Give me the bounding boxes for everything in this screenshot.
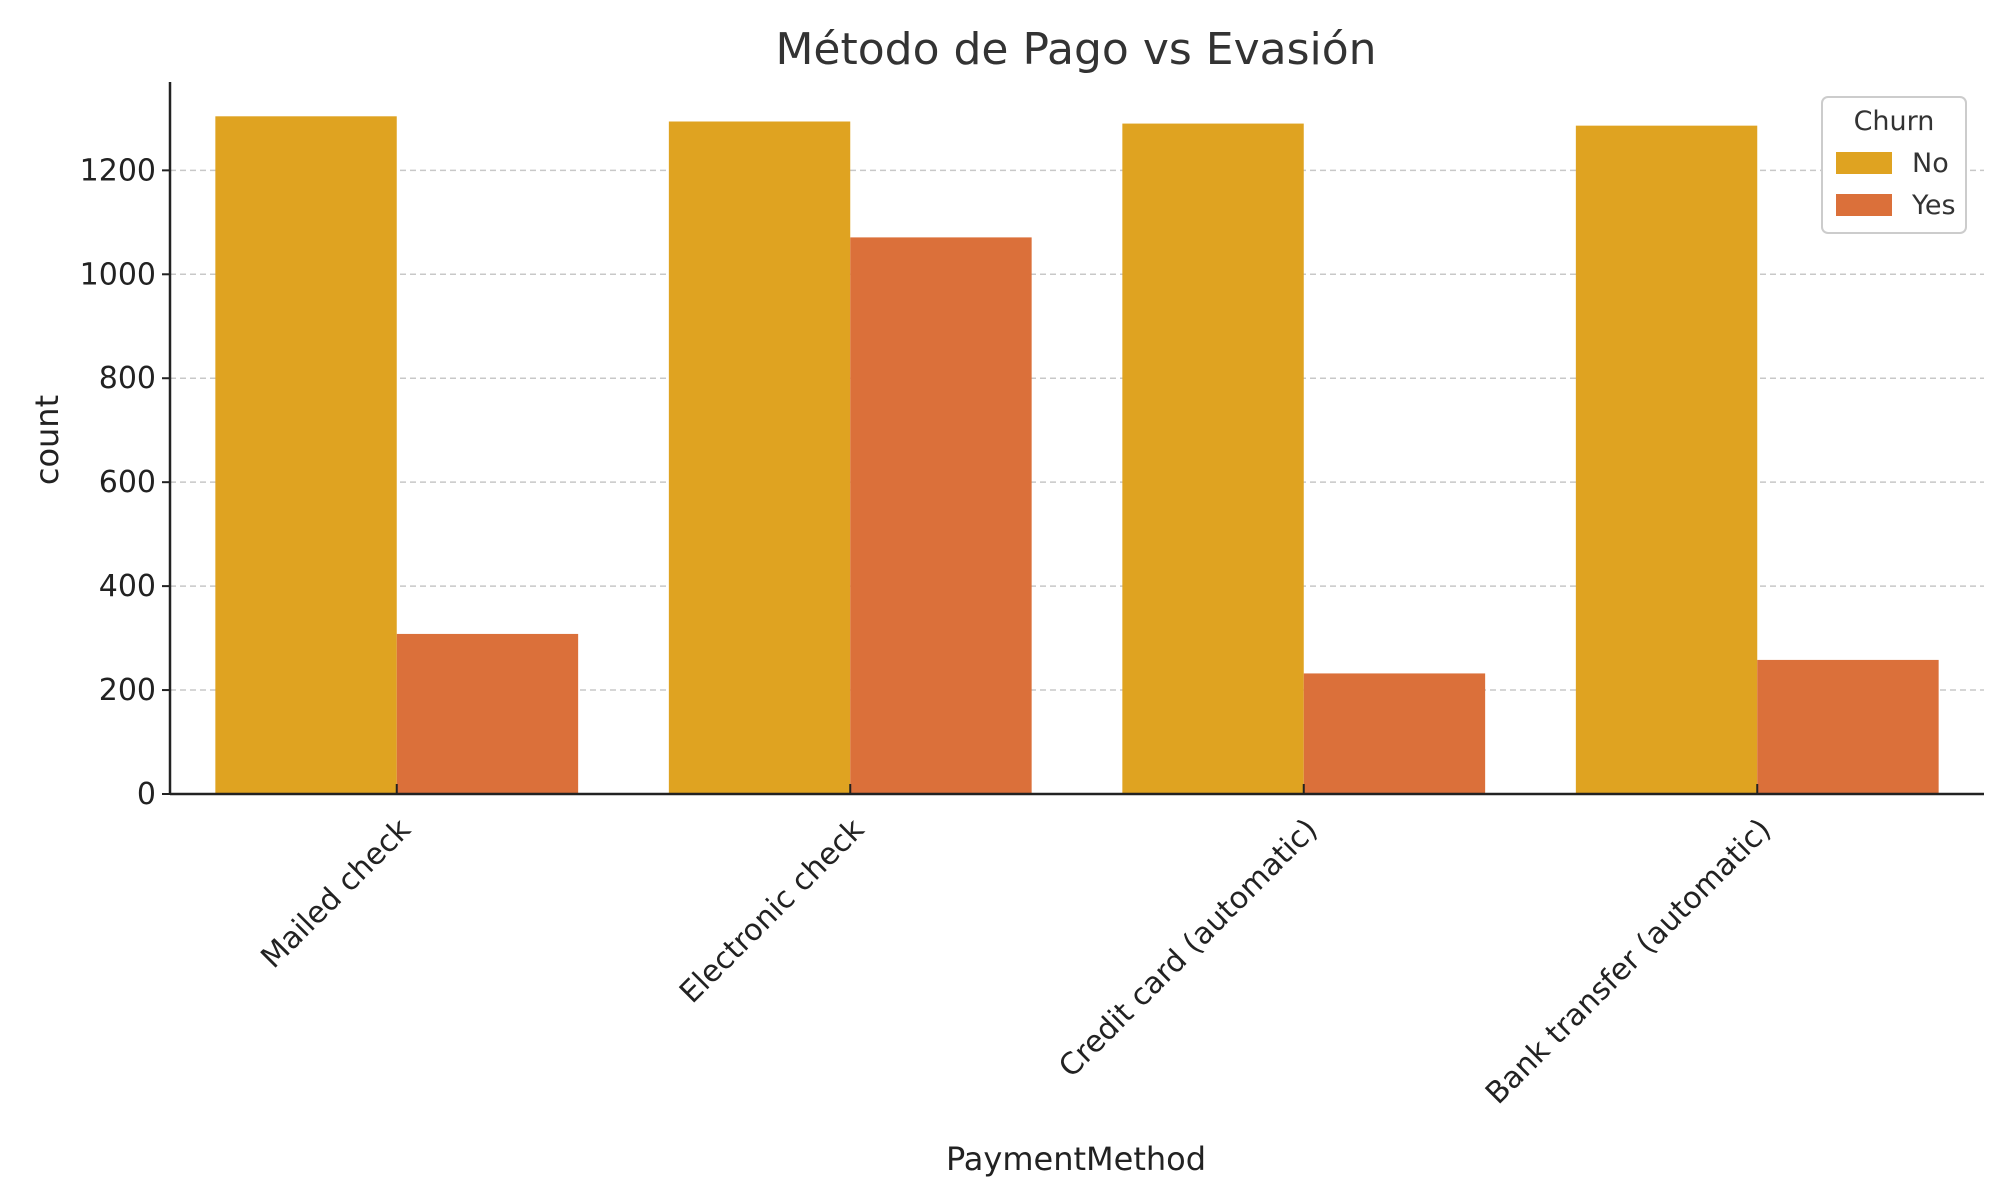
legend: Churn No Yes <box>1821 96 1967 234</box>
x-tick-label: Mailed check <box>254 812 418 976</box>
y-axis-label: count <box>28 395 66 485</box>
x-axis-ticks: Mailed check Electronic check Credit card … <box>254 784 1778 1111</box>
legend-label-no: No <box>1912 148 1949 179</box>
x-tick-label: Credit card (automatic) <box>1052 812 1324 1084</box>
y-tick-label: 1000 <box>80 257 156 292</box>
bar-yes-3 <box>1757 659 1939 794</box>
x-tick-label: Bank transfer (automatic) <box>1479 812 1778 1111</box>
legend-swatch-no <box>1836 152 1892 174</box>
y-tick-label: 800 <box>99 361 156 396</box>
x-tick-label: Electronic check <box>673 812 872 1011</box>
bar-yes-1 <box>850 237 1032 794</box>
legend-swatch-yes <box>1836 194 1892 216</box>
bar-yes-2 <box>1303 673 1486 794</box>
legend-title: Churn <box>1854 106 1935 137</box>
bar-no-2 <box>1122 123 1304 794</box>
y-axis-ticks: 0 200 400 600 800 1000 1200 <box>80 153 170 812</box>
y-tick-label: 1200 <box>80 153 156 188</box>
bar-yes-0 <box>396 633 579 794</box>
legend-label-yes: Yes <box>1911 190 1956 221</box>
bars <box>215 116 1939 795</box>
bar-no-0 <box>215 116 397 795</box>
x-axis-label: PaymentMethod <box>946 1140 1206 1178</box>
y-tick-label: 0 <box>137 777 156 812</box>
y-tick-label: 400 <box>99 569 156 604</box>
bar-no-1 <box>668 121 851 795</box>
legend-items: No Yes <box>1836 148 1956 221</box>
bar-no-3 <box>1575 125 1758 795</box>
y-tick-label: 200 <box>99 673 156 708</box>
chart-title: Método de Pago vs Evasión <box>775 24 1376 75</box>
y-tick-label: 600 <box>99 465 156 500</box>
